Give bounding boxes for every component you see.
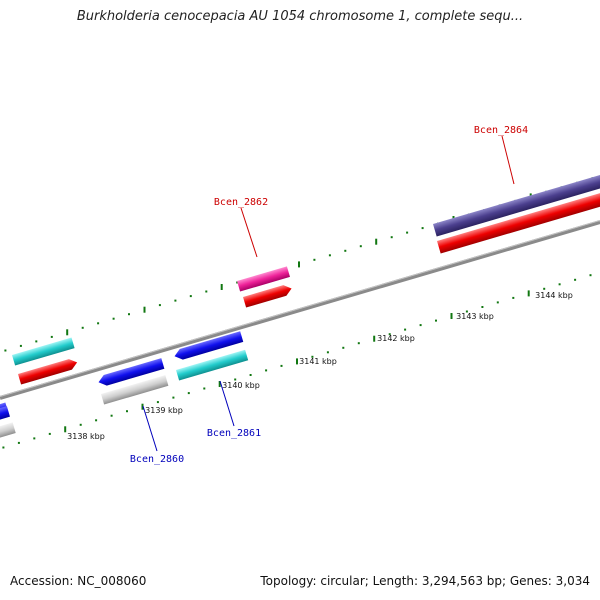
gene-feature-blue-bcen-2861[interactable] (173, 331, 244, 361)
gene-feature-cyan-1[interactable] (12, 337, 75, 366)
reverse-tick-row (2, 274, 592, 449)
gene-label-bcen-2860[interactable]: Bcen_2860 (130, 454, 184, 465)
gene-feature-red-3[interactable] (437, 191, 600, 254)
gene-feature-blue-bcen-2860[interactable] (97, 358, 165, 387)
scale-label-3140: 3140 kbp (222, 381, 260, 390)
scale-label-3141: 3141 kbp (299, 357, 337, 366)
gene-feature-red-2[interactable] (243, 283, 293, 308)
accession-text: Accession: NC_008060 (10, 574, 147, 588)
gene-label-bcen-2862[interactable]: Bcen_2862 (214, 197, 268, 208)
leader-line-bcen-2862 (240, 207, 258, 258)
leader-line-bcen-2864 (501, 135, 515, 185)
gene-feature-pink-bcen-2862[interactable] (237, 266, 290, 292)
scale-label-3142: 3142 kbp (377, 334, 415, 343)
leader-line-bcen-2860 (142, 405, 158, 452)
gene-feature-purple-bcen-2864[interactable] (433, 174, 600, 237)
gene-feature-cyan-2[interactable] (176, 349, 249, 381)
gene-feature-gray-1[interactable] (101, 375, 169, 405)
sequence-title: Burkholderia cenocepacia AU 1054 chromos… (76, 9, 524, 24)
gene-feature-red-1[interactable] (18, 357, 79, 385)
scale-label-3139: 3139 kbp (145, 406, 183, 415)
gene-feature-gray-left[interactable] (0, 422, 16, 443)
sequence-backbone (0, 220, 600, 400)
leader-line-bcen-2861 (219, 380, 235, 427)
gene-label-bcen-2861[interactable]: Bcen_2861 (207, 428, 261, 439)
scale-label-3138: 3138 kbp (67, 432, 105, 441)
sequence-backbone-highlight (0, 220, 600, 397)
gene-label-bcen-2864[interactable]: Bcen_2864 (474, 125, 528, 136)
gene-features (0, 174, 600, 443)
scale-label-3143: 3143 kbp (456, 312, 494, 321)
gene-feature-blue-left[interactable] (0, 406, 10, 425)
scale-label-3144: 3144 kbp (535, 291, 573, 300)
genome-info-text: Topology: circular; Length: 3,294,563 bp… (260, 574, 590, 588)
